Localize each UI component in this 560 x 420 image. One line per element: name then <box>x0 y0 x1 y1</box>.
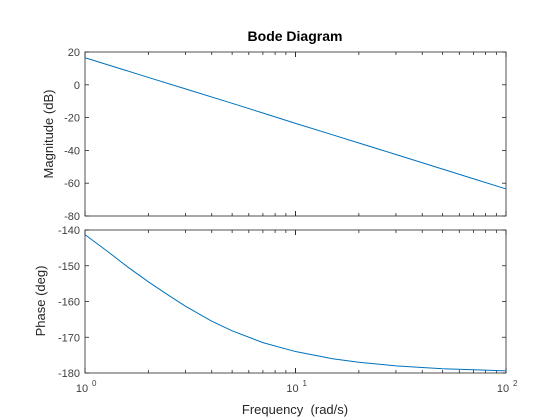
x-tick-label: 10 <box>497 383 509 395</box>
phase-y-ticks: -140 -150 -160 -170 -180 <box>58 225 506 380</box>
magnitude-series-line <box>84 57 507 190</box>
phase-ytick-label: -160 <box>58 297 80 309</box>
phase-ytick-label: -140 <box>58 225 80 237</box>
phase-y-label: Phase (deg) <box>33 266 48 337</box>
magnitude-y-label: Magnitude (dB) <box>41 90 56 179</box>
x-tick-labels: 10 0 10 1 10 2 <box>76 379 518 395</box>
magnitude-y-ticks: 20 0 -20 -40 -60 -80 <box>64 47 506 223</box>
magnitude-x-ticks <box>84 52 507 216</box>
phase-plot-area <box>84 229 507 374</box>
phase-ytick-label: -180 <box>58 368 80 380</box>
phase-panel: -140 -150 -160 -170 -180 Phase (deg) <box>33 225 507 380</box>
magnitude-ytick-label: -60 <box>64 178 80 190</box>
x-tick-exponent: 2 <box>513 379 518 388</box>
magnitude-ytick-label: -20 <box>64 113 80 125</box>
x-tick-label: 10 <box>76 383 88 395</box>
magnitude-panel: 20 0 -20 -40 -60 -80 Magnitude (dB) <box>41 47 507 223</box>
magnitude-ytick-label: 20 <box>68 47 80 59</box>
x-tick-label: 10 <box>286 383 298 395</box>
x-tick-exponent: 1 <box>303 379 308 388</box>
chart-title: Bode Diagram <box>248 28 343 44</box>
phase-series-line <box>84 234 507 372</box>
magnitude-plot-area <box>84 51 507 217</box>
magnitude-ytick-label: -40 <box>64 145 80 157</box>
x-axis-label: Frequency (rad/s) <box>242 402 348 417</box>
x-tick-exponent: 0 <box>92 379 97 388</box>
magnitude-ytick-label: -80 <box>64 211 80 223</box>
phase-ytick-label: -170 <box>58 332 80 344</box>
magnitude-ytick-label: 0 <box>74 80 80 92</box>
phase-ytick-label: -150 <box>58 261 80 273</box>
